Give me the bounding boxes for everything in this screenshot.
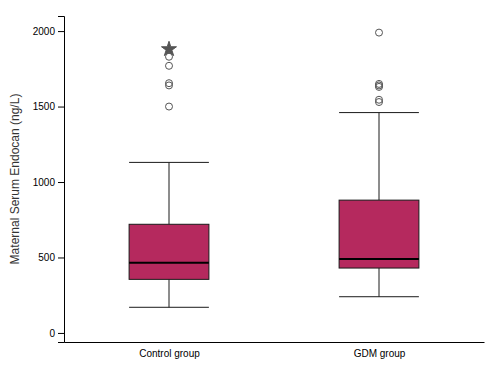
tick: 1500 bbox=[33, 101, 64, 112]
median bbox=[339, 258, 419, 260]
chart-container: 0 500 1000 1500 2000 Control group GDM group Ma… bbox=[0, 0, 500, 378]
whisker bbox=[379, 113, 380, 201]
tick: Control group bbox=[139, 348, 200, 359]
whisker bbox=[169, 279, 170, 307]
box-group bbox=[129, 41, 209, 307]
tick-label: 1500 bbox=[33, 101, 56, 112]
whisker bbox=[379, 268, 380, 297]
tick-label: 1000 bbox=[33, 177, 56, 188]
box bbox=[339, 200, 419, 268]
tick-label: 2000 bbox=[33, 26, 56, 37]
whisker bbox=[169, 162, 170, 224]
y-axis: 0 500 1000 1500 2000 bbox=[33, 17, 65, 343]
tick-mark bbox=[58, 31, 64, 32]
tick-mark bbox=[58, 333, 64, 334]
tick-label: 500 bbox=[38, 252, 55, 263]
box bbox=[129, 224, 209, 279]
outlier-circle bbox=[166, 103, 173, 110]
x-axis: Control group GDM group bbox=[65, 343, 485, 360]
chart-svg: 0 500 1000 1500 2000 Control group GDM group Ma… bbox=[0, 0, 500, 378]
median bbox=[129, 262, 209, 264]
tick: 0 bbox=[49, 328, 64, 339]
outlier-circle bbox=[376, 80, 383, 87]
whisker-cap bbox=[129, 162, 209, 163]
tick-label: Control group bbox=[139, 348, 200, 359]
whisker-cap bbox=[339, 112, 419, 113]
tick-label: GDM group bbox=[354, 348, 406, 359]
tick: 500 bbox=[38, 252, 64, 263]
y-axis-title: Maternal Serum Endocan (ng/L) bbox=[8, 94, 22, 265]
tick: 2000 bbox=[33, 26, 64, 37]
box-group bbox=[339, 29, 419, 297]
tick-mark bbox=[58, 107, 64, 108]
outlier-circle bbox=[166, 80, 173, 87]
outlier-circle bbox=[376, 96, 383, 103]
outlier-star bbox=[161, 41, 176, 55]
tick-mark bbox=[58, 182, 64, 183]
tick-label: 0 bbox=[49, 328, 55, 339]
axis-line bbox=[65, 342, 485, 343]
whisker-cap bbox=[129, 307, 209, 308]
plot-marks bbox=[129, 29, 419, 307]
axis-line bbox=[58, 17, 65, 343]
whisker-cap bbox=[339, 296, 419, 297]
tick: GDM group bbox=[354, 348, 406, 359]
outlier-circle bbox=[376, 29, 383, 36]
tick: 1000 bbox=[33, 177, 64, 188]
outlier-circle bbox=[166, 62, 173, 69]
tick-mark bbox=[58, 257, 64, 258]
